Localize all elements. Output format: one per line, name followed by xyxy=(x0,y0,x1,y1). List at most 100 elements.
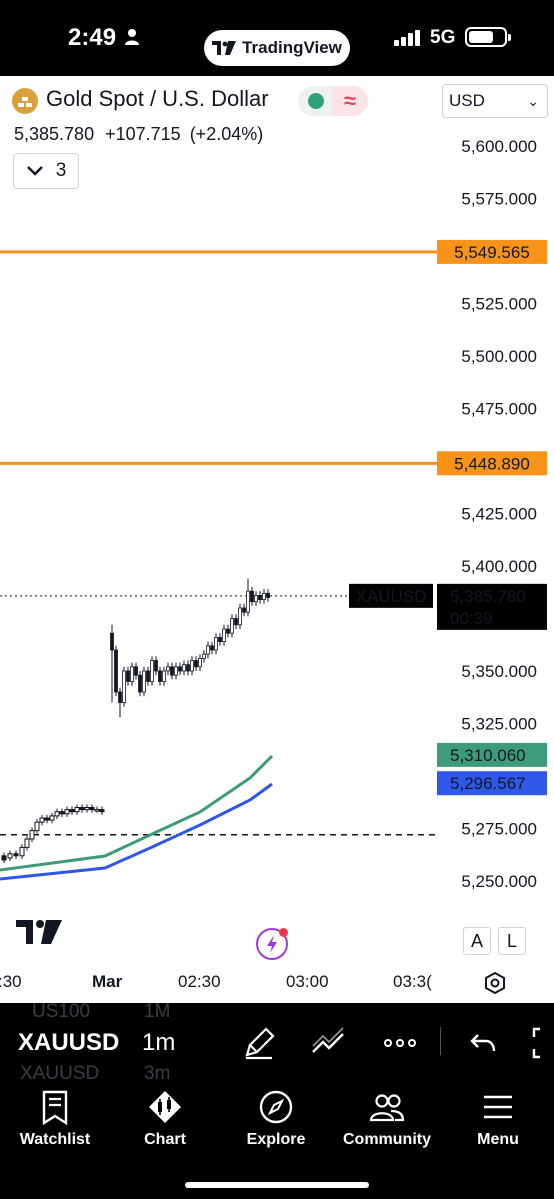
candle xyxy=(262,592,266,600)
candle xyxy=(99,809,105,813)
status-time: 2:49 xyxy=(68,24,117,51)
candle xyxy=(254,595,258,603)
candle xyxy=(170,666,174,676)
tab-watchlist[interactable]: Watchlist xyxy=(0,1089,110,1149)
home-indicator xyxy=(185,1182,369,1188)
price-tick: 5,575.000 xyxy=(461,190,537,209)
toolbar-symbol[interactable]: XAUUSD xyxy=(18,1029,120,1056)
ma-blue-line xyxy=(0,782,273,881)
candle xyxy=(7,853,13,859)
candle xyxy=(84,807,90,811)
candle xyxy=(246,590,250,613)
chart-icon xyxy=(149,1091,181,1123)
candle xyxy=(266,592,270,598)
symbol-title[interactable]: Gold Spot / U.S. Dollar xyxy=(46,86,269,111)
candle xyxy=(234,618,238,626)
ghost-symbol: US100 xyxy=(32,1003,91,1022)
candle xyxy=(19,846,25,857)
market-status-pill[interactable]: ≈ xyxy=(298,86,368,116)
undo-icon[interactable] xyxy=(466,1025,502,1061)
candle xyxy=(134,666,138,676)
chart-area[interactable]: 5,600.000 5,575.000 5,525.000 5,500.000 5,47… xyxy=(0,76,554,1003)
last-price-label: 5,385.780 xyxy=(450,587,526,606)
brush-icon[interactable] xyxy=(242,1025,278,1061)
candle xyxy=(166,666,170,672)
ma-green-line xyxy=(0,754,274,872)
candle xyxy=(158,670,162,682)
last-price-tag xyxy=(437,583,547,630)
price-tick: 5,400.000 xyxy=(461,557,537,576)
tradingview-pill[interactable]: TradingView xyxy=(204,30,350,66)
chevron-down-icon xyxy=(26,166,43,176)
more-icon[interactable] xyxy=(382,1025,418,1061)
time-tick: 02:30 xyxy=(178,972,221,991)
candle xyxy=(150,660,154,682)
candle xyxy=(178,666,182,672)
tab-menu[interactable]: Menu xyxy=(443,1089,553,1149)
tab-label: Community xyxy=(343,1131,431,1148)
person-icon xyxy=(125,29,139,45)
tab-chart[interactable]: Chart xyxy=(110,1089,220,1149)
tab-label: Watchlist xyxy=(19,1131,91,1148)
price-tick: 5,475.000 xyxy=(461,400,537,419)
tab-label: Chart xyxy=(144,1131,186,1148)
countdown-label: 00:39 xyxy=(450,609,493,628)
last-price: 5,385.780 xyxy=(14,124,95,144)
wave-icon: ≈ xyxy=(332,86,368,116)
candle xyxy=(79,807,85,811)
candle xyxy=(250,590,254,603)
log-scale-button[interactable]: L xyxy=(498,927,526,955)
auto-scale-button[interactable]: A xyxy=(463,927,491,955)
candle xyxy=(74,807,80,813)
toolbar-divider xyxy=(440,1027,441,1055)
network-type: 5G xyxy=(430,27,456,48)
price-tick: 5,525.000 xyxy=(461,295,537,314)
candle xyxy=(49,815,55,821)
candle xyxy=(54,811,60,817)
time-tick: 03:3( xyxy=(393,972,432,991)
ghost-interval: 1M xyxy=(144,1003,171,1022)
compass-icon xyxy=(259,1090,293,1124)
signal-icon xyxy=(394,30,420,46)
candle xyxy=(210,645,214,651)
time-tick: Mar xyxy=(92,972,123,991)
candle xyxy=(182,664,186,672)
tab-explore[interactable]: Explore xyxy=(221,1089,331,1149)
candle xyxy=(202,653,206,659)
trendline-icon[interactable] xyxy=(310,1025,346,1061)
candle xyxy=(142,670,146,693)
symbol-price-tag xyxy=(349,583,433,608)
ma-price-label: 5,310.060 xyxy=(450,746,526,765)
tradingview-logo-icon xyxy=(212,41,237,55)
price-change: +107.715 xyxy=(105,124,181,144)
tab-community[interactable]: Community xyxy=(332,1089,442,1149)
tab-label: Explore xyxy=(246,1131,306,1148)
watchlist-icon xyxy=(42,1090,68,1125)
time-tick: :30 xyxy=(0,972,22,991)
tradingview-pill-label: TradingView xyxy=(242,38,342,57)
symbol-tag-label: XAUUSD xyxy=(356,587,427,606)
settings-icon[interactable] xyxy=(484,972,506,994)
candle xyxy=(34,821,40,832)
tab-bar: Watchlist Chart Explore Community Me xyxy=(0,1081,554,1199)
candle xyxy=(29,830,35,840)
fullscreen-icon[interactable] xyxy=(530,1025,554,1061)
price-tick: 5,600.000 xyxy=(461,137,537,156)
candle xyxy=(190,660,194,672)
battery-icon xyxy=(465,27,511,47)
candle xyxy=(214,637,218,651)
toolbar-interval[interactable]: 1m xyxy=(142,1029,176,1056)
candle xyxy=(194,660,198,668)
menu-icon xyxy=(484,1095,512,1119)
price-tick: 5,350.000 xyxy=(461,662,537,681)
flash-icon[interactable] xyxy=(256,928,288,960)
currency-select[interactable]: USD ⌄ xyxy=(442,84,548,118)
candle xyxy=(64,809,70,815)
community-icon xyxy=(369,1094,405,1122)
indicators-toggle[interactable]: 3 xyxy=(13,153,79,189)
price-tick: 5,250.000 xyxy=(461,872,537,891)
price-chart[interactable]: 5,600.000 5,575.000 5,525.000 5,500.000 5,47… xyxy=(0,76,554,1003)
ghost-interval: 3m xyxy=(144,1063,171,1081)
currency-value: USD xyxy=(449,91,485,110)
candle xyxy=(44,817,50,821)
